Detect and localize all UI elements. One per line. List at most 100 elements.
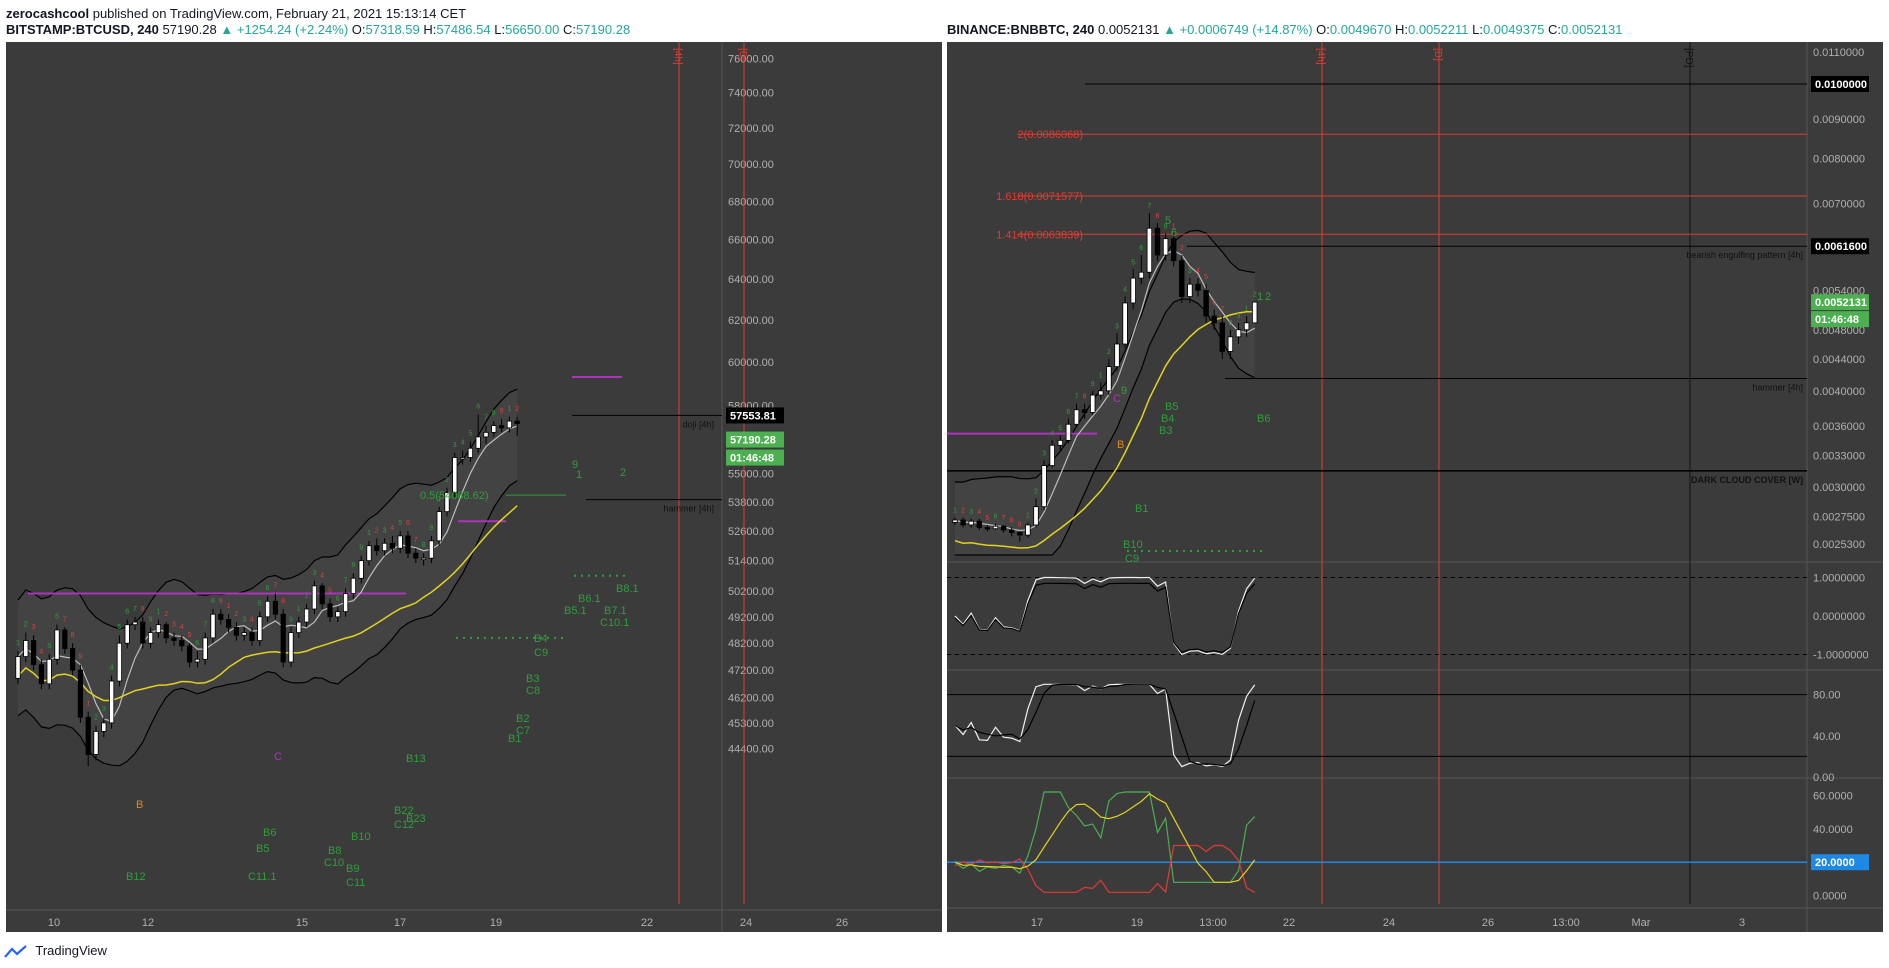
candle-body — [194, 658, 200, 663]
btc-h-label: H: — [423, 22, 437, 37]
bnb-td-count: 9 — [1018, 521, 1022, 528]
btc-td-count: 2 — [24, 622, 28, 629]
btc-y-tick-label: 50200.00 — [728, 586, 774, 598]
btc-td-count: 7 — [273, 583, 277, 590]
btc-td-count: 4 — [180, 624, 184, 631]
bnb-td-count: 3 — [1115, 323, 1119, 330]
bnb-fib-2-label: 2(0.0086068) — [1018, 129, 1083, 141]
bnb-x-tick-label: 13:00 — [1552, 917, 1580, 929]
candle-body — [381, 542, 388, 552]
candle-body — [1235, 329, 1242, 338]
bnb-x-tick-label: 3 — [1739, 917, 1745, 929]
bnb-chart-pane[interactable]: 0.0110000 0.0100000 0.0090000 0.0080000 0.00… — [947, 42, 1883, 932]
candle-body — [1025, 524, 1031, 536]
candle-body — [1195, 283, 1201, 291]
btc-td-count: 3 — [32, 624, 36, 631]
btc-td-label: B8 — [328, 845, 341, 857]
bnb-chart-svg[interactable]: 0.0110000 0.0100000 0.0090000 0.0080000 0.00… — [947, 42, 1883, 932]
btc-fib-label: 0.5(54088.62) — [420, 490, 489, 502]
btc-td-label: C12 — [394, 819, 414, 831]
candle-body — [202, 637, 208, 660]
candle-body — [101, 722, 107, 732]
candle-body — [1065, 423, 1072, 441]
bnb-x-tick-label: 26 — [1482, 917, 1494, 929]
bnb-td-count: 2 — [961, 508, 965, 515]
btc-last-price: 57190.28 — [162, 22, 217, 37]
btc-hammer-label: hammer [4h] — [663, 504, 714, 514]
btc-td-label: C — [274, 751, 282, 763]
btc-y-tick-label: 46200.00 — [728, 693, 774, 705]
footer-brand[interactable]: TradingView — [4, 940, 107, 962]
btc-y-tick-label: 45300.00 — [728, 718, 774, 730]
candle-body — [241, 632, 247, 636]
btc-td-label: B6.1 — [578, 593, 601, 605]
bnb-td-count: 3 — [969, 509, 973, 516]
bnb-y-tick-label: 0.0044000 — [1813, 354, 1865, 366]
candle-body — [23, 640, 29, 657]
btc-td-count: 1 — [507, 406, 511, 413]
bnb-td-label: B6 — [1257, 413, 1270, 425]
btc-bb-lower — [17, 480, 518, 767]
bnb-y-tick-label: 0.0040000 — [1813, 386, 1865, 398]
candle-body — [296, 621, 302, 633]
bnb-td-count: 7 — [1147, 203, 1151, 210]
btc-o-value: 57318.59 — [365, 22, 420, 37]
candle-body — [1017, 532, 1023, 536]
candle-body — [475, 436, 481, 449]
btc-y-tick-label: 74000.00 — [728, 88, 774, 100]
candle-body — [952, 519, 958, 523]
btc-x-tick-label: 19 — [490, 917, 502, 929]
bnb-td-count: 3 — [1042, 450, 1046, 457]
bnb-td-count: 8 — [1228, 320, 1232, 327]
candle-body — [218, 613, 224, 620]
btc-y-tick-label: 44400.00 — [728, 744, 774, 756]
bnb-x-tick-label: 22 — [1283, 917, 1295, 929]
bnb-y-tick-label: 0.0036000 — [1813, 421, 1865, 433]
candle-body — [249, 632, 255, 641]
bnb-td-label: 2 — [1265, 291, 1271, 303]
btc-td-count: 6 — [266, 585, 270, 592]
bnb-td-label: B — [1117, 439, 1124, 451]
candle-body — [311, 585, 318, 610]
btc-x-tick-label: 22 — [641, 917, 653, 929]
btc-td-label: B4 — [534, 633, 547, 645]
btc-td-label: C10.1 — [600, 617, 629, 629]
candle-body — [93, 731, 99, 755]
bnb-x-tick-label: 13:00 — [1199, 917, 1227, 929]
btc-td-count: 9 — [500, 408, 504, 415]
btc-l-label: L: — [494, 22, 506, 37]
bnb-o-value: 0.0049670 — [1329, 22, 1392, 37]
btc-chart-svg[interactable]: 76000.00 74000.00 72000.00 70000.00 68000.00… — [6, 42, 942, 932]
bnb-td-count: 2 — [1034, 489, 1038, 496]
btc-symbol[interactable]: BITSTAMP:BTCUSD, 240 — [6, 22, 159, 37]
bnb-ind3-plus-di — [954, 791, 1256, 883]
btc-td-label: B13 — [406, 753, 426, 765]
bnb-td-label: 9 — [1121, 385, 1127, 397]
candle-body — [264, 600, 271, 618]
candle-body — [1033, 506, 1039, 526]
btc-td-count: 1 — [297, 606, 301, 613]
bnb-y-tick-label: 0.0030000 — [1813, 482, 1865, 494]
bnb-level-2-tag: 0.0061600 — [1815, 241, 1867, 253]
bnb-fib-1414-label: 1.414(0.0063839) — [996, 229, 1083, 241]
btc-td-count: 2 — [234, 611, 238, 618]
candle-body — [491, 425, 497, 433]
bnb-symbol[interactable]: BINANCE:BNBBTC, 240 — [947, 22, 1095, 37]
btc-chart-pane[interactable]: 76000.00 74000.00 72000.00 70000.00 68000.00… — [6, 42, 942, 932]
author-name[interactable]: zerocashcool — [6, 6, 90, 21]
btc-y-tick-label: 52600.00 — [728, 526, 774, 538]
candle-body — [366, 545, 372, 562]
candle-body — [483, 431, 489, 438]
btc-td-count: 7 — [344, 577, 348, 584]
btc-td-count: 9 — [219, 598, 223, 605]
bnb-td-count: 2 — [1107, 349, 1111, 356]
candle-body — [374, 545, 380, 552]
btc-td-count: 9 — [289, 616, 293, 623]
bnb-level-2-tag-bg — [1811, 238, 1869, 255]
btc-td-count: 8 — [492, 410, 496, 417]
candle-body — [225, 619, 232, 628]
bnb-level-1-tag: 0.0100000 — [1815, 79, 1867, 91]
bnb-td-count: 7 — [1220, 306, 1224, 313]
btc-td-label: B5 — [256, 843, 269, 855]
bnb-level-1-tag-bg — [1811, 75, 1869, 92]
